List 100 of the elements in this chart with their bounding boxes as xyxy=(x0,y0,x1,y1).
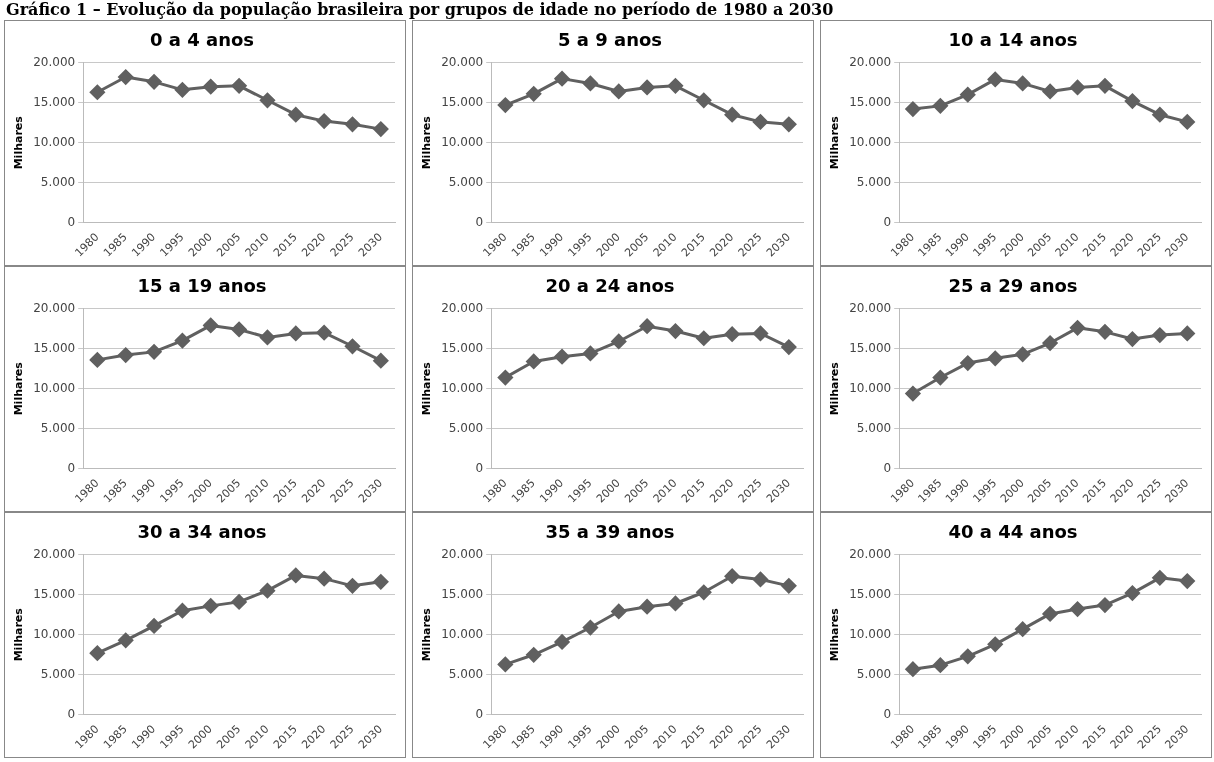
y-tick-label: 5.000 xyxy=(40,174,76,189)
point xyxy=(259,329,275,345)
point xyxy=(1152,570,1168,586)
point xyxy=(344,116,360,132)
point xyxy=(960,355,976,371)
point xyxy=(1097,597,1113,613)
y-tick-label: 20.000 xyxy=(849,546,892,561)
point xyxy=(1152,327,1168,343)
y-tick-label: 0 xyxy=(883,461,892,475)
point xyxy=(554,71,570,87)
y-tick-label: 0 xyxy=(883,707,892,721)
y-tick-label: 5.000 xyxy=(448,420,484,435)
y-tick-label: 5.000 xyxy=(448,174,484,189)
point xyxy=(203,79,219,95)
point xyxy=(667,595,683,611)
point xyxy=(1070,320,1086,336)
point xyxy=(344,578,360,594)
y-tick-label: 0 xyxy=(67,707,76,721)
point xyxy=(932,657,948,673)
point xyxy=(259,92,275,108)
point xyxy=(905,386,921,402)
point xyxy=(781,339,797,355)
point xyxy=(288,325,304,341)
point xyxy=(752,114,768,130)
y-tick-label: 15.000 xyxy=(33,586,76,601)
point xyxy=(259,583,275,599)
point xyxy=(554,349,570,365)
point xyxy=(667,78,683,94)
y-tick-label: 15.000 xyxy=(441,586,484,601)
point xyxy=(781,578,797,594)
y-tick-label: 10.000 xyxy=(849,380,892,395)
text: Gráfico 1 – Evolução da população brasileira por grupos de idade no período de 1980 a 2030 xyxy=(5,0,835,20)
chart-title: 10 a 14 anos xyxy=(948,29,1078,51)
point xyxy=(344,338,360,354)
y-tick-label: 10.000 xyxy=(441,380,484,395)
point xyxy=(146,618,162,634)
point xyxy=(582,345,598,361)
point xyxy=(554,634,570,650)
point xyxy=(724,107,740,123)
point xyxy=(960,648,976,664)
point xyxy=(146,344,162,360)
point xyxy=(696,584,712,600)
point xyxy=(231,594,247,610)
point xyxy=(987,350,1003,366)
point xyxy=(1097,78,1113,94)
y-tick-label: 10.000 xyxy=(849,134,892,149)
point xyxy=(696,330,712,346)
y-tick-label: 20.000 xyxy=(441,300,484,315)
point xyxy=(1179,573,1195,589)
point xyxy=(752,325,768,341)
point xyxy=(316,325,332,341)
point xyxy=(639,599,655,615)
point xyxy=(288,107,304,123)
point xyxy=(373,574,389,590)
point xyxy=(1179,114,1195,130)
point xyxy=(1015,621,1031,637)
point xyxy=(231,78,247,94)
point xyxy=(118,632,134,648)
point xyxy=(174,82,190,98)
point xyxy=(987,71,1003,87)
chart-title: 40 a 44 anos xyxy=(948,521,1078,543)
point xyxy=(497,656,513,672)
point xyxy=(231,321,247,337)
point xyxy=(203,598,219,614)
chart-title: 25 a 29 anos xyxy=(948,275,1078,297)
point xyxy=(288,567,304,583)
point xyxy=(905,101,921,117)
chart-title: 35 a 39 anos xyxy=(545,521,675,543)
point xyxy=(1124,585,1140,601)
y-axis-title: Milhares xyxy=(828,361,842,416)
point xyxy=(582,75,598,91)
point xyxy=(1015,75,1031,91)
point xyxy=(316,571,332,587)
chart-title: 5 a 9 anos xyxy=(557,29,663,51)
y-tick-label: 20.000 xyxy=(441,546,484,561)
y-tick-label: 15.000 xyxy=(441,94,484,109)
y-tick-label: 20.000 xyxy=(849,54,892,69)
y-tick-label: 10.000 xyxy=(33,626,76,641)
point xyxy=(1179,325,1195,341)
point xyxy=(497,370,513,386)
y-tick-label: 10.000 xyxy=(441,134,484,149)
point xyxy=(1097,324,1113,340)
point xyxy=(752,571,768,587)
point xyxy=(987,636,1003,652)
point xyxy=(696,92,712,108)
y-tick-label: 10.000 xyxy=(33,134,76,149)
y-tick-label: 0 xyxy=(475,461,484,475)
chart-title: 15 a 19 anos xyxy=(137,275,267,297)
point xyxy=(724,568,740,584)
y-tick-label: 5.000 xyxy=(856,174,892,189)
y-axis-title: Milhares xyxy=(12,115,26,170)
y-tick-label: 15.000 xyxy=(849,94,892,109)
point xyxy=(611,604,627,619)
y-tick-label: 20.000 xyxy=(33,54,76,69)
y-tick-label: 0 xyxy=(883,215,892,229)
y-tick-label: 15.000 xyxy=(849,586,892,601)
point xyxy=(639,318,655,334)
y-tick-label: 10.000 xyxy=(33,380,76,395)
y-tick-label: 5.000 xyxy=(856,420,892,435)
point xyxy=(639,79,655,95)
